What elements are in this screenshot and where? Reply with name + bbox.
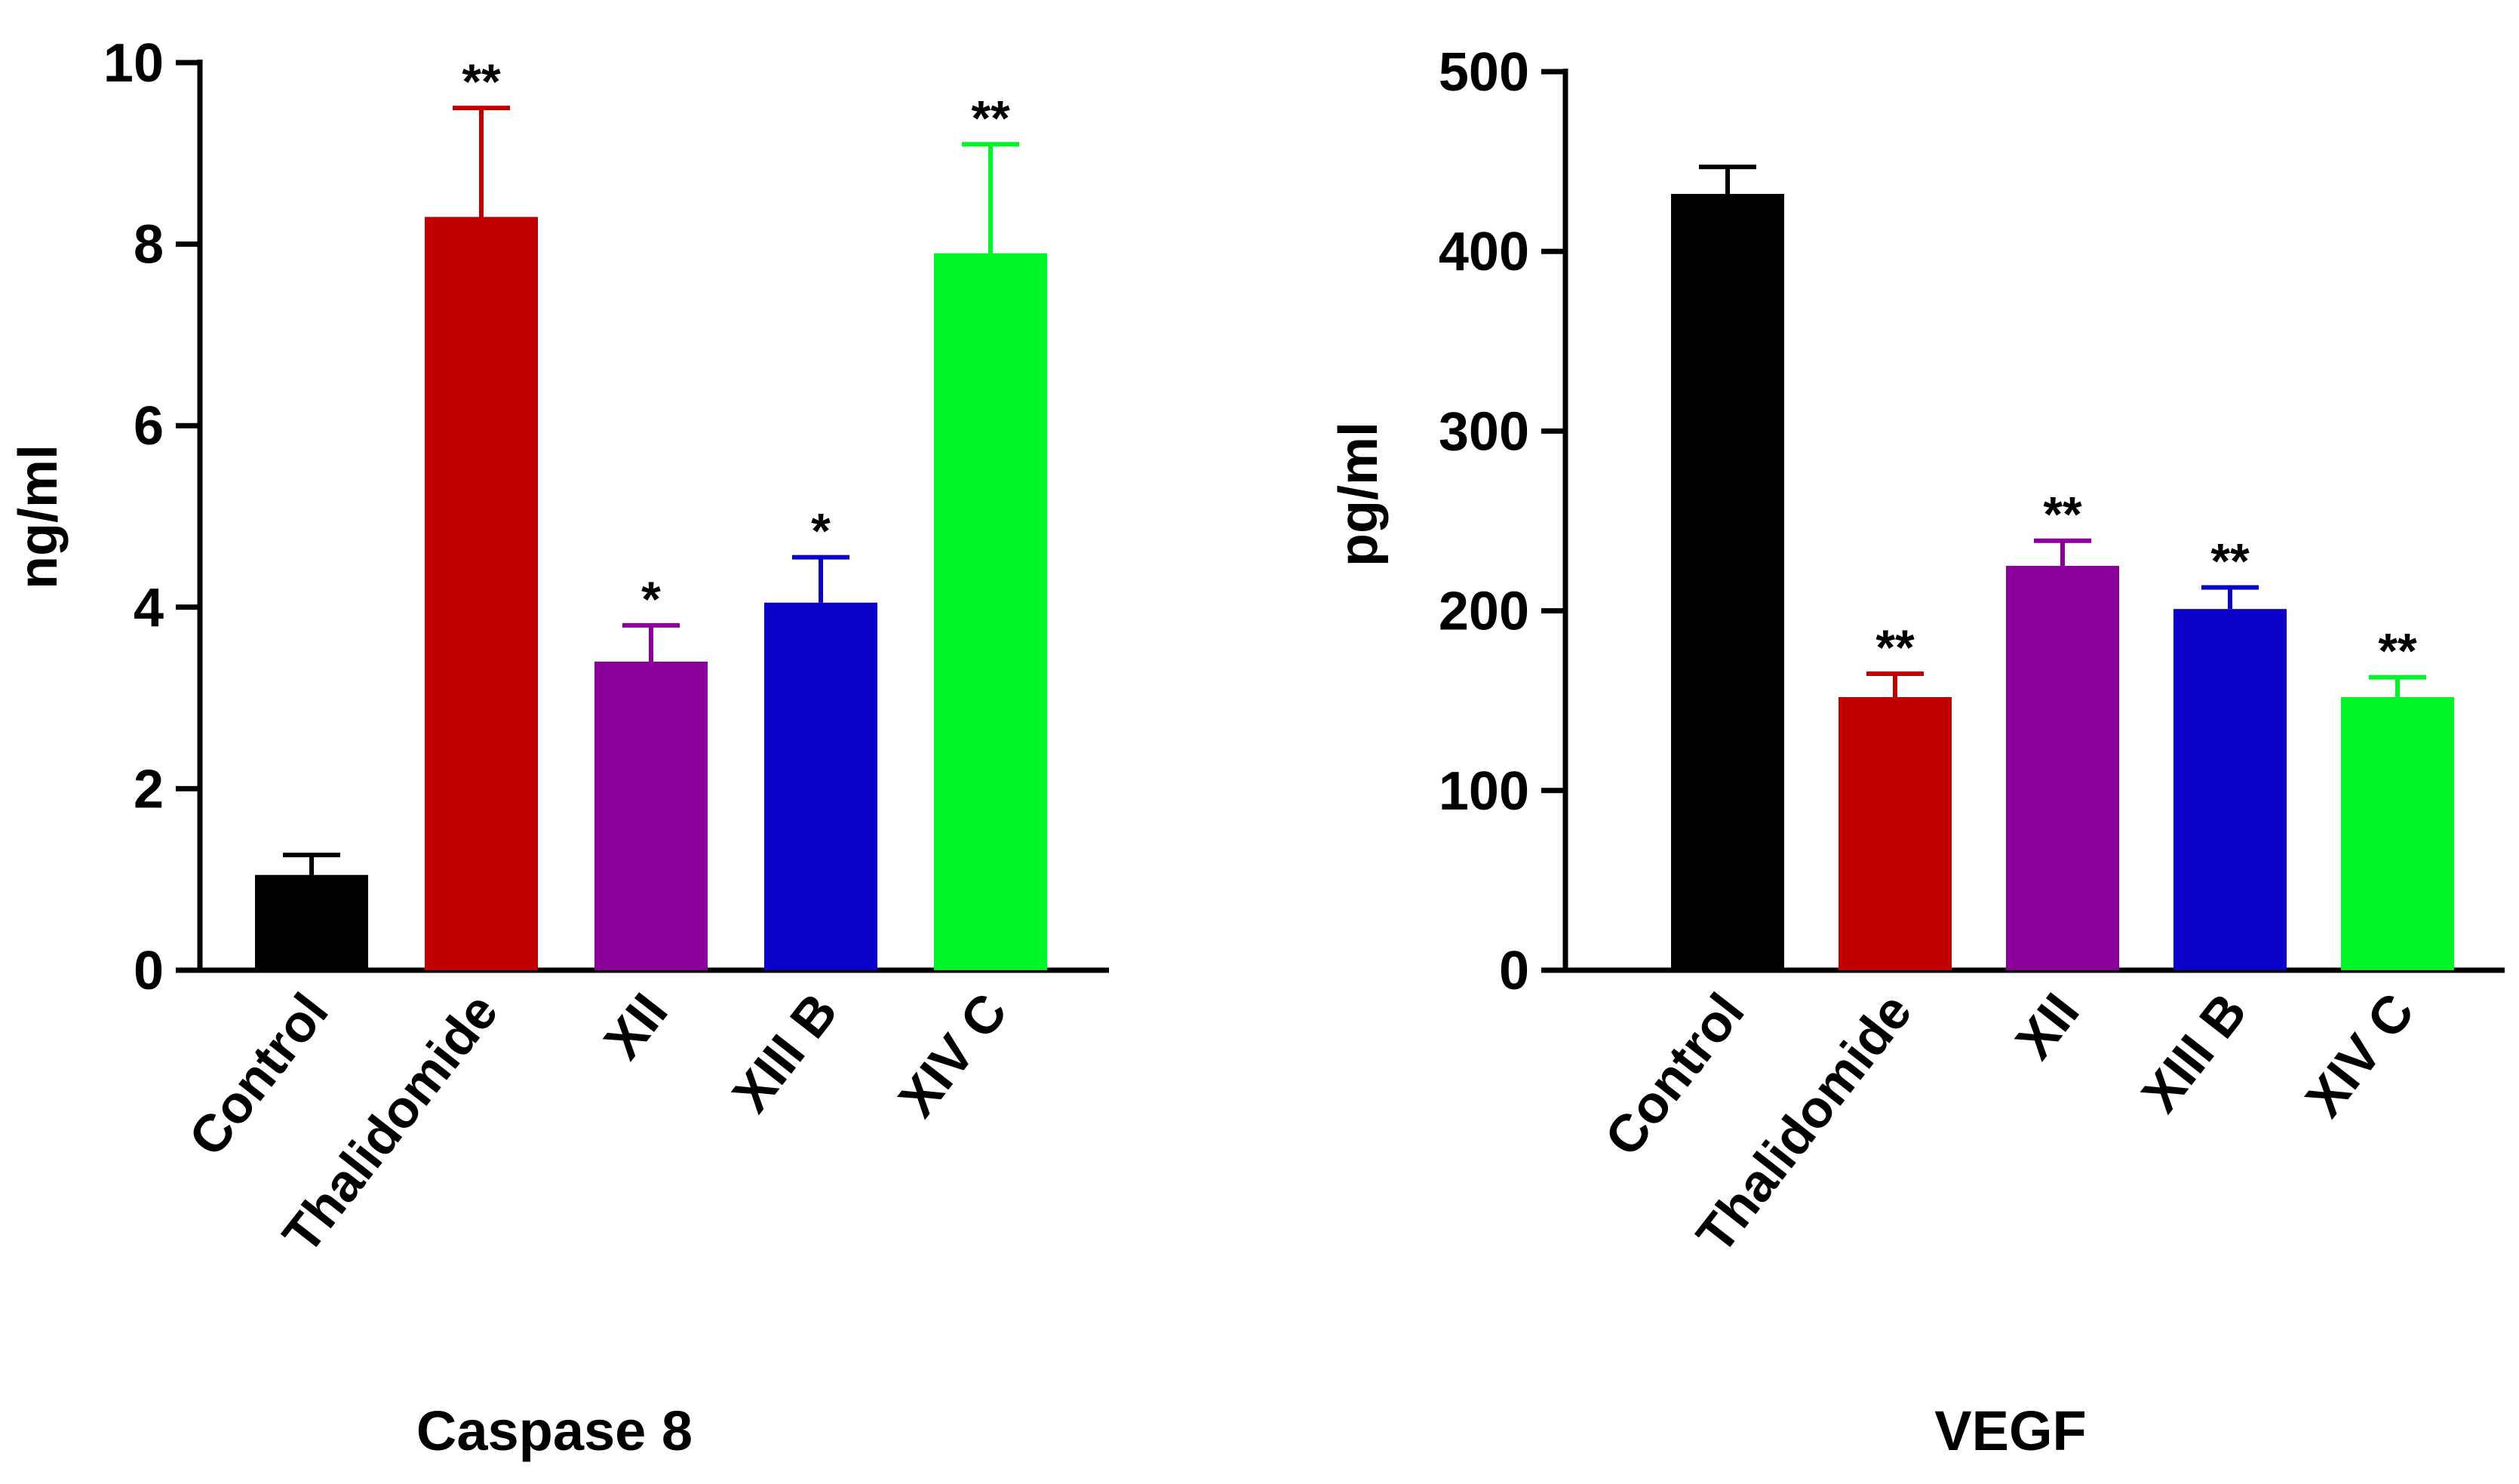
vegf-bar-xii	[2006, 566, 2119, 970]
vegf-bar-control	[1671, 193, 1784, 970]
caspase8-chart-title: Caspase 8	[416, 1400, 693, 1462]
vegf-significance-xii: **	[2043, 487, 2082, 542]
caspase8-bar-control	[255, 874, 368, 970]
vegf-bar-xiii-b	[2173, 609, 2287, 970]
caspase8-x-tick-label-control: Control	[177, 982, 339, 1166]
caspase8-bar-xiii-b	[764, 602, 877, 970]
caspase8-x-tick-label-xii: XII	[593, 982, 679, 1069]
vegf-x-tick-label-xiv-c: XIV C	[2294, 982, 2425, 1127]
vegf-y-tick-label-3: 300	[1439, 401, 1529, 462]
caspase8-y-tick-label-1: 2	[134, 759, 164, 819]
caspase8-y-tick-label-4: 8	[134, 215, 164, 275]
vegf-x-tick-label-xii: XII	[2004, 982, 2090, 1069]
vegf-chart-title: VEGF	[1934, 1400, 2086, 1462]
caspase8-y-tick-label-0: 0	[134, 941, 164, 1001]
vegf-y-tick-label-0: 0	[1499, 941, 1529, 1001]
caspase8-significance-xiii-b: *	[811, 503, 831, 559]
caspase8-chart: 0246810ng/mlControl**Thalidomide*XII*XII…	[8, 33, 1109, 1462]
caspase8-y-tick-label-5: 10	[103, 33, 164, 94]
vegf-significance-thalidomide: **	[1875, 619, 1915, 675]
vegf-x-tick-label-control: Control	[1593, 982, 1756, 1166]
caspase8-significance-thalidomide: **	[462, 54, 501, 109]
vegf-bar-thalidomide	[1839, 696, 1952, 970]
caspase8-bar-xii	[594, 661, 708, 970]
vegf-significance-xiv-c: **	[2378, 623, 2417, 679]
caspase8-x-tick-label-xiv-c: XIV C	[887, 982, 1018, 1127]
vegf-y-axis-title: pg/ml	[1329, 422, 1389, 567]
vegf-y-tick-label-1: 100	[1439, 761, 1529, 822]
caspase8-y-axis-title: ng/ml	[8, 444, 69, 589]
caspase8-bar-xiv-c	[934, 253, 1047, 970]
caspase8-y-tick-label-3: 6	[134, 396, 164, 456]
vegf-y-tick-label-4: 400	[1439, 222, 1529, 282]
vegf-x-tick-label-xiii-b: XIII B	[2130, 982, 2258, 1123]
vegf-y-tick-label-5: 500	[1439, 42, 1529, 103]
vegf-chart: 0100200300400500pg/mlControl**Thalidomid…	[1329, 42, 2505, 1462]
caspase8-significance-xiv-c: **	[971, 90, 1010, 146]
vegf-significance-xiii-b: **	[2210, 533, 2250, 589]
caspase8-bar-thalidomide	[425, 217, 538, 970]
vegf-y-tick-label-2: 200	[1439, 582, 1529, 642]
caspase8-y-tick-label-2: 4	[134, 578, 164, 638]
vegf-bar-xiv-c	[2341, 696, 2454, 970]
caspase8-x-tick-label-xiii-b: XIII B	[721, 982, 849, 1123]
caspase8-significance-xii: *	[641, 571, 661, 627]
